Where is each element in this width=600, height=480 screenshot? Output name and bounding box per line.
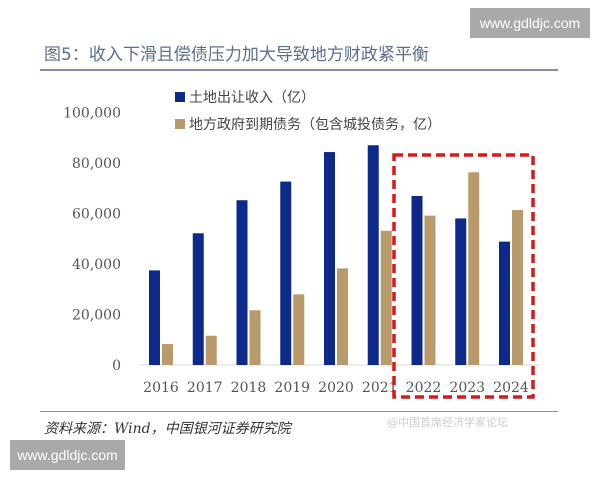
bar-debt-due-2022 [424,215,436,365]
legend-label: 地方政府到期债务（包含城投债务，亿） [189,117,441,133]
bar-land-revenue-2023 [455,218,467,365]
bar-debt-due-2017 [205,335,217,365]
highlight-box [392,153,535,399]
bar-land-revenue-2016 [149,270,160,365]
x-tick-label: 2016 [143,380,179,396]
bar-debt-due-2018 [249,310,261,365]
y-tick-label: 40,000 [72,257,121,273]
bar-land-revenue-2018 [236,200,248,365]
bar-land-revenue-2019 [280,181,292,365]
source-note: 资料来源：Wind，中国银河证券研究院 [44,421,291,437]
legend-swatch [175,92,185,102]
x-tick-label: 2023 [449,380,485,396]
x-tick-label: 2018 [231,380,267,396]
y-tick-label: 60,000 [72,207,121,223]
bar-debt-due-2024 [512,210,523,365]
bar-land-revenue-2020 [324,152,335,365]
y-tick-label: 20,000 [72,308,121,324]
source-divider [40,411,558,412]
x-tick-label: 2024 [493,380,529,396]
legend-swatch [175,119,185,129]
legend-label: 土地出让收入（亿） [189,90,315,106]
credit-watermark: @中国首席经济学家论坛 [387,416,508,429]
bar-land-revenue-2024 [499,241,510,365]
y-tick-label: 0 [112,358,121,374]
x-tick-label: 2020 [318,380,354,396]
bar-land-revenue-2017 [192,233,204,365]
bar-debt-due-2019 [293,294,305,365]
x-tick-label: 2017 [187,380,223,396]
x-tick-label: 2019 [274,380,310,396]
watermark-bottom: www.gdldjc.com [10,440,125,470]
bar-land-revenue-2022 [411,195,423,365]
bar-debt-due-2021 [380,230,392,365]
bar-land-revenue-2021 [367,145,379,365]
chart-title: 图5：收入下滑且偿债压力加大导致地方财政紧平衡 [44,45,429,65]
y-tick-label: 80,000 [72,156,121,172]
bar-debt-due-2016 [162,344,173,365]
watermark-top: www.gdldjc.com [470,8,590,38]
bar-debt-due-2020 [337,268,348,365]
title-divider [40,69,558,71]
x-tick-label: 2021 [362,380,398,396]
y-tick-label: 100,000 [63,106,121,122]
x-tick-label: 2022 [406,380,442,396]
bar-debt-due-2023 [468,172,480,365]
